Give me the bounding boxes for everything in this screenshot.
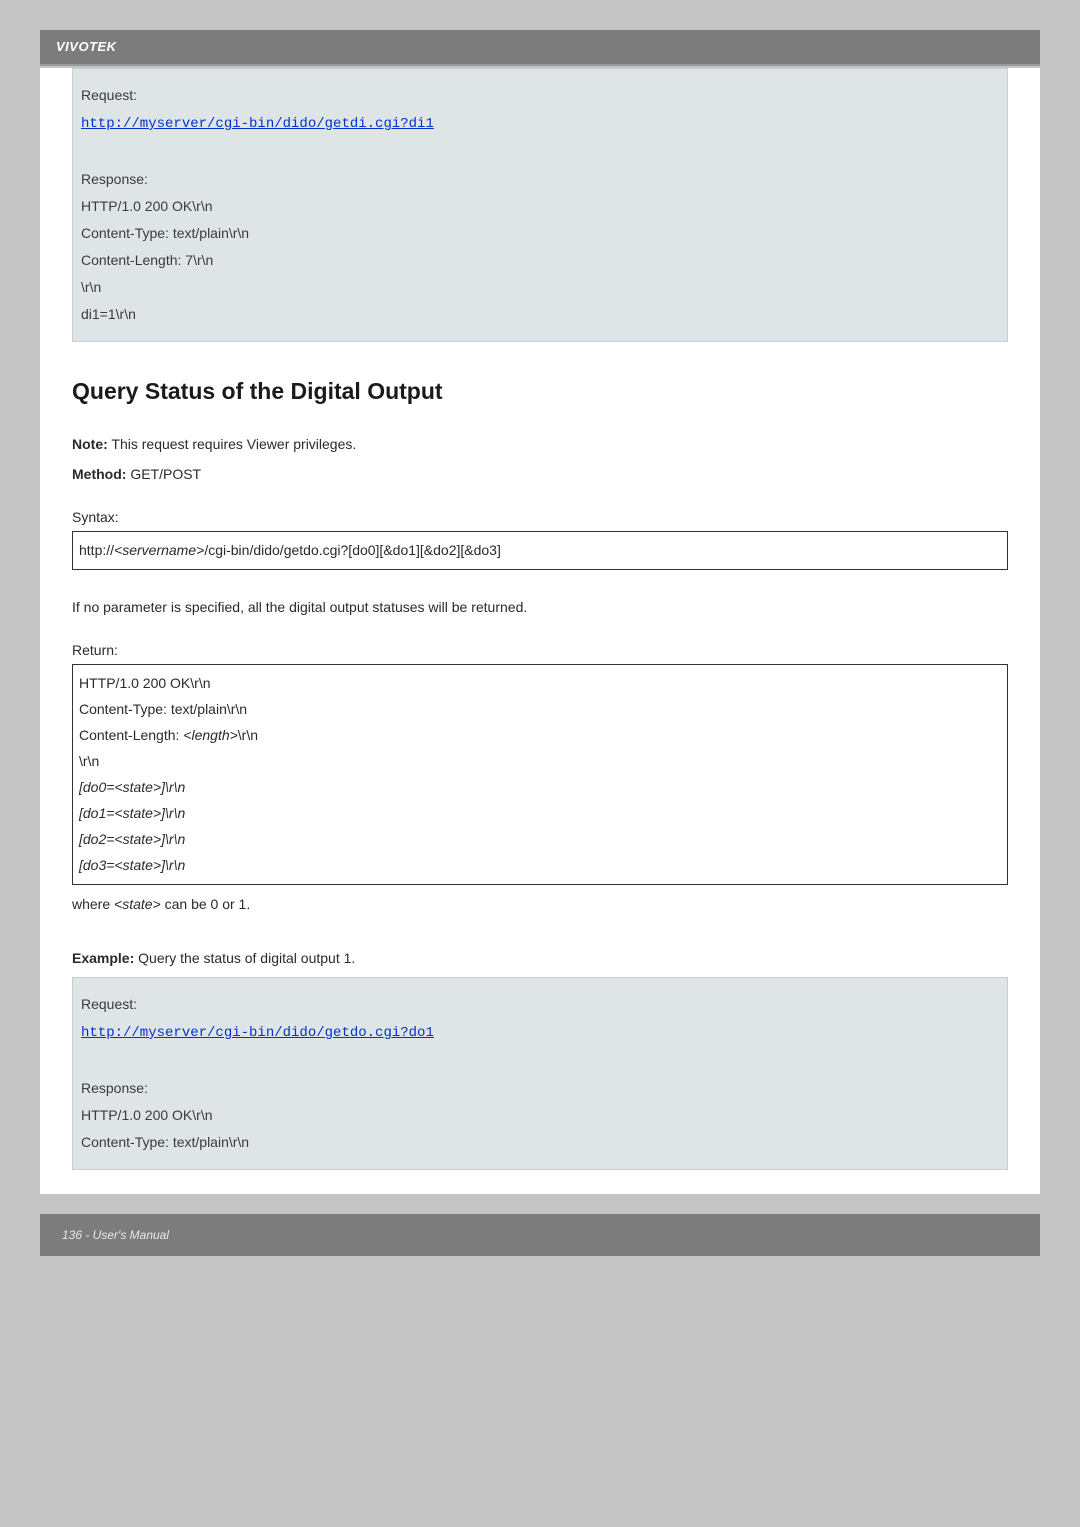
note-label: Note: bbox=[72, 436, 108, 452]
return-box: HTTP/1.0 200 OK\r\n Content-Type: text/p… bbox=[72, 664, 1008, 885]
return-l2: Content-Type: text/plain\r\n bbox=[79, 697, 1001, 723]
example1-request-label: Request: bbox=[81, 85, 999, 106]
where-b: <state> bbox=[114, 896, 161, 912]
method-line: Method: GET/POST bbox=[72, 463, 1008, 487]
return-label: Return: bbox=[72, 642, 1008, 658]
example1-request-link[interactable]: http://myserver/cgi-bin/dido/getdi.cgi?d… bbox=[81, 116, 434, 132]
example1-line-3: \r\n bbox=[81, 277, 999, 298]
example1-line-2: Content-Length: 7\r\n bbox=[81, 250, 999, 271]
syntax-prefix: http:// bbox=[79, 542, 114, 558]
footer-band: 136 - User's Manual bbox=[40, 1214, 1040, 1256]
syntax-box: http://<servername>/cgi-bin/dido/getdo.c… bbox=[72, 531, 1008, 571]
note-line: Note: This request requires Viewer privi… bbox=[72, 433, 1008, 457]
example2-label-b: Query the status of digital output 1. bbox=[134, 950, 355, 966]
return-l4: \r\n bbox=[79, 749, 1001, 775]
return-where: where <state> can be 0 or 1. bbox=[72, 893, 1008, 917]
syntax-servername: <servername> bbox=[114, 542, 204, 558]
note-text: This request requires Viewer privileges. bbox=[108, 436, 357, 452]
example2-box: Request: http://myserver/cgi-bin/dido/ge… bbox=[72, 977, 1008, 1170]
syntax-path: /cgi-bin/dido/getdo.cgi?[do0][&do1][&do2… bbox=[204, 542, 501, 558]
example1-response-label: Response: bbox=[81, 169, 999, 190]
return-l6: [do1=<state>]\r\n bbox=[79, 805, 185, 821]
method-label: Method: bbox=[72, 466, 126, 482]
return-l1: HTTP/1.0 200 OK\r\n bbox=[79, 671, 1001, 697]
where-c: can be 0 or 1. bbox=[161, 896, 251, 912]
content-card: Request: http://myserver/cgi-bin/dido/ge… bbox=[40, 68, 1040, 1194]
where-a: where bbox=[72, 896, 114, 912]
example2-line-0: HTTP/1.0 200 OK\r\n bbox=[81, 1105, 999, 1126]
example2-request-link[interactable]: http://myserver/cgi-bin/dido/getdo.cgi?d… bbox=[81, 1025, 434, 1041]
example2-response-label: Response: bbox=[81, 1078, 999, 1099]
return-l3b: <length> bbox=[183, 727, 238, 743]
example1-line-0: HTTP/1.0 200 OK\r\n bbox=[81, 196, 999, 217]
example2-title: Example: Query the status of digital out… bbox=[72, 947, 1008, 971]
example2-label-a: Example: bbox=[72, 950, 134, 966]
return-l5: [do0=<state>]\r\n bbox=[79, 779, 185, 795]
footer-text: 136 - User's Manual bbox=[62, 1228, 169, 1242]
example2-line-1: Content-Type: text/plain\r\n bbox=[81, 1132, 999, 1153]
return-l8: [do3=<state>]\r\n bbox=[79, 857, 185, 873]
example2-request-label: Request: bbox=[81, 994, 999, 1015]
return-l7: [do2=<state>]\r\n bbox=[79, 831, 185, 847]
method-text: GET/POST bbox=[126, 466, 201, 482]
return-l3a: Content-Length: bbox=[79, 727, 183, 743]
example1-line-4: di1=1\r\n bbox=[81, 304, 999, 325]
header-band: VIVOTEK bbox=[40, 30, 1040, 66]
description-text: If no parameter is specified, all the di… bbox=[72, 596, 1008, 620]
example1-box: Request: http://myserver/cgi-bin/dido/ge… bbox=[72, 68, 1008, 342]
section-title: Query Status of the Digital Output bbox=[72, 378, 1008, 405]
return-l3c: \r\n bbox=[238, 727, 258, 743]
syntax-label: Syntax: bbox=[72, 509, 1008, 525]
example1-line-1: Content-Type: text/plain\r\n bbox=[81, 223, 999, 244]
page-wrap: VIVOTEK Request: http://myserver/cgi-bin… bbox=[0, 0, 1080, 1256]
brand-title: VIVOTEK bbox=[56, 39, 117, 54]
